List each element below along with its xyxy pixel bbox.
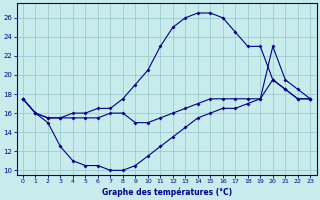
X-axis label: Graphe des températures (°C): Graphe des températures (°C) (101, 187, 232, 197)
